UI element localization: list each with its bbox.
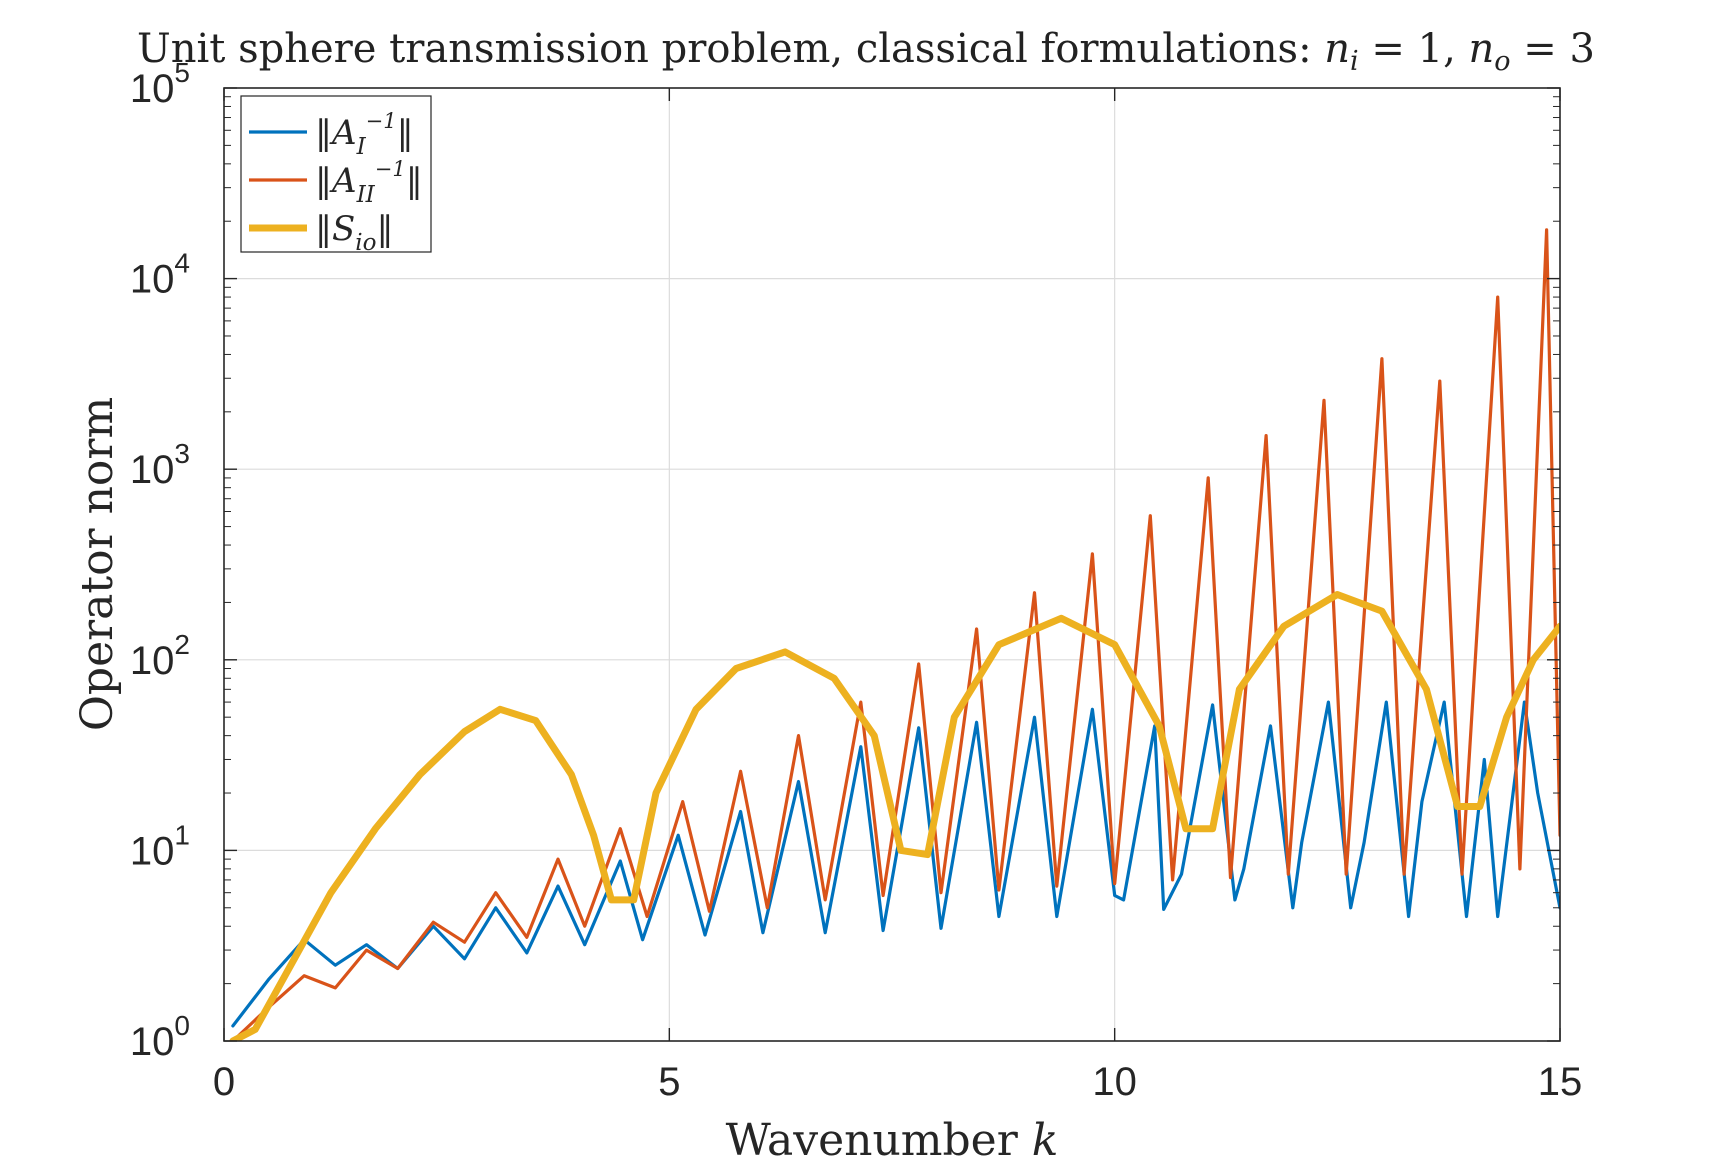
x-tick-label: 5 [658, 1060, 680, 1104]
series-line-3 [229, 591, 1560, 1041]
title-prefix: Unit sphere transmission problem, classi… [137, 26, 1324, 72]
y-tick-exp: 0 [174, 1010, 190, 1041]
y-tick-exp: 4 [174, 248, 190, 279]
y-tick-base: 10 [130, 829, 175, 873]
chart-title: Unit sphere transmission problem, classi… [137, 26, 1595, 77]
legend: ‖AI−1‖‖AII−1‖‖Sio‖ [240, 95, 432, 256]
y-tick-label: 103 [130, 438, 190, 492]
axes-box [223, 87, 1561, 1042]
x-tick-labels: 0 5 10 15 [213, 1060, 1582, 1104]
legend-label-close: ‖ [377, 209, 394, 249]
x-tick-label: 15 [1538, 1060, 1583, 1104]
legend-label-sub: io [355, 230, 376, 256]
y-tick-exp: 3 [174, 438, 190, 469]
legend-item: ‖AII−1‖ [249, 157, 423, 208]
x-tick-label: 0 [213, 1060, 235, 1104]
title-eq2: = 3 [1511, 26, 1595, 72]
x-axis-label-var: k [1032, 1115, 1059, 1166]
legend-label: ‖AI−1‖ [315, 109, 414, 160]
legend-label-main: ‖S [315, 209, 355, 249]
legend-label-sub: I [356, 134, 367, 160]
legend-label-close: ‖ [406, 161, 423, 201]
y-tick-exp: 1 [174, 819, 190, 850]
title-n2-sub: o [1494, 46, 1510, 77]
y-tick-label: 105 [130, 57, 190, 111]
legend-label: ‖Sio‖ [315, 209, 394, 256]
y-tick-exp: 5 [174, 57, 190, 88]
series-line-1 [231, 700, 1560, 1028]
y-tick-label: 104 [130, 248, 190, 302]
y-tick-base: 10 [130, 258, 175, 302]
legend-label-sub: II [356, 182, 376, 208]
series-layer [229, 228, 1560, 1041]
x-axis-label-text: Wavenumber [726, 1115, 1019, 1166]
y-tick-exp: 2 [174, 629, 190, 660]
series-line-2 [231, 228, 1560, 1041]
grid [224, 88, 1560, 1041]
title-n1-sub: i [1350, 46, 1359, 77]
x-tick-label: 10 [1092, 1060, 1137, 1104]
legend-label-sup: −1 [366, 109, 397, 133]
y-tick-label: 100 [130, 1010, 190, 1064]
legend-label-close: ‖ [397, 113, 414, 153]
title-eq1: = 1, [1359, 26, 1469, 72]
y-tick-base: 10 [130, 1020, 175, 1064]
legend-item: ‖AI−1‖ [249, 109, 414, 160]
legend-item: ‖Sio‖ [249, 209, 394, 256]
y-tick-base: 10 [130, 448, 175, 492]
legend-label: ‖AII−1‖ [315, 157, 423, 208]
title-n2: n [1469, 26, 1495, 72]
y-axis-label: Operator norm [72, 397, 123, 731]
y-tick-base: 10 [130, 67, 175, 111]
y-tick-label: 101 [130, 819, 190, 873]
legend-label-main: ‖A [315, 161, 357, 201]
legend-label-main: ‖A [315, 113, 357, 153]
x-axis-label: Wavenumber k [726, 1115, 1059, 1166]
legend-label-sup: −1 [375, 157, 406, 181]
y-tick-base: 10 [130, 639, 175, 683]
y-tick-label: 102 [130, 629, 190, 683]
title-n1: n [1324, 26, 1350, 72]
